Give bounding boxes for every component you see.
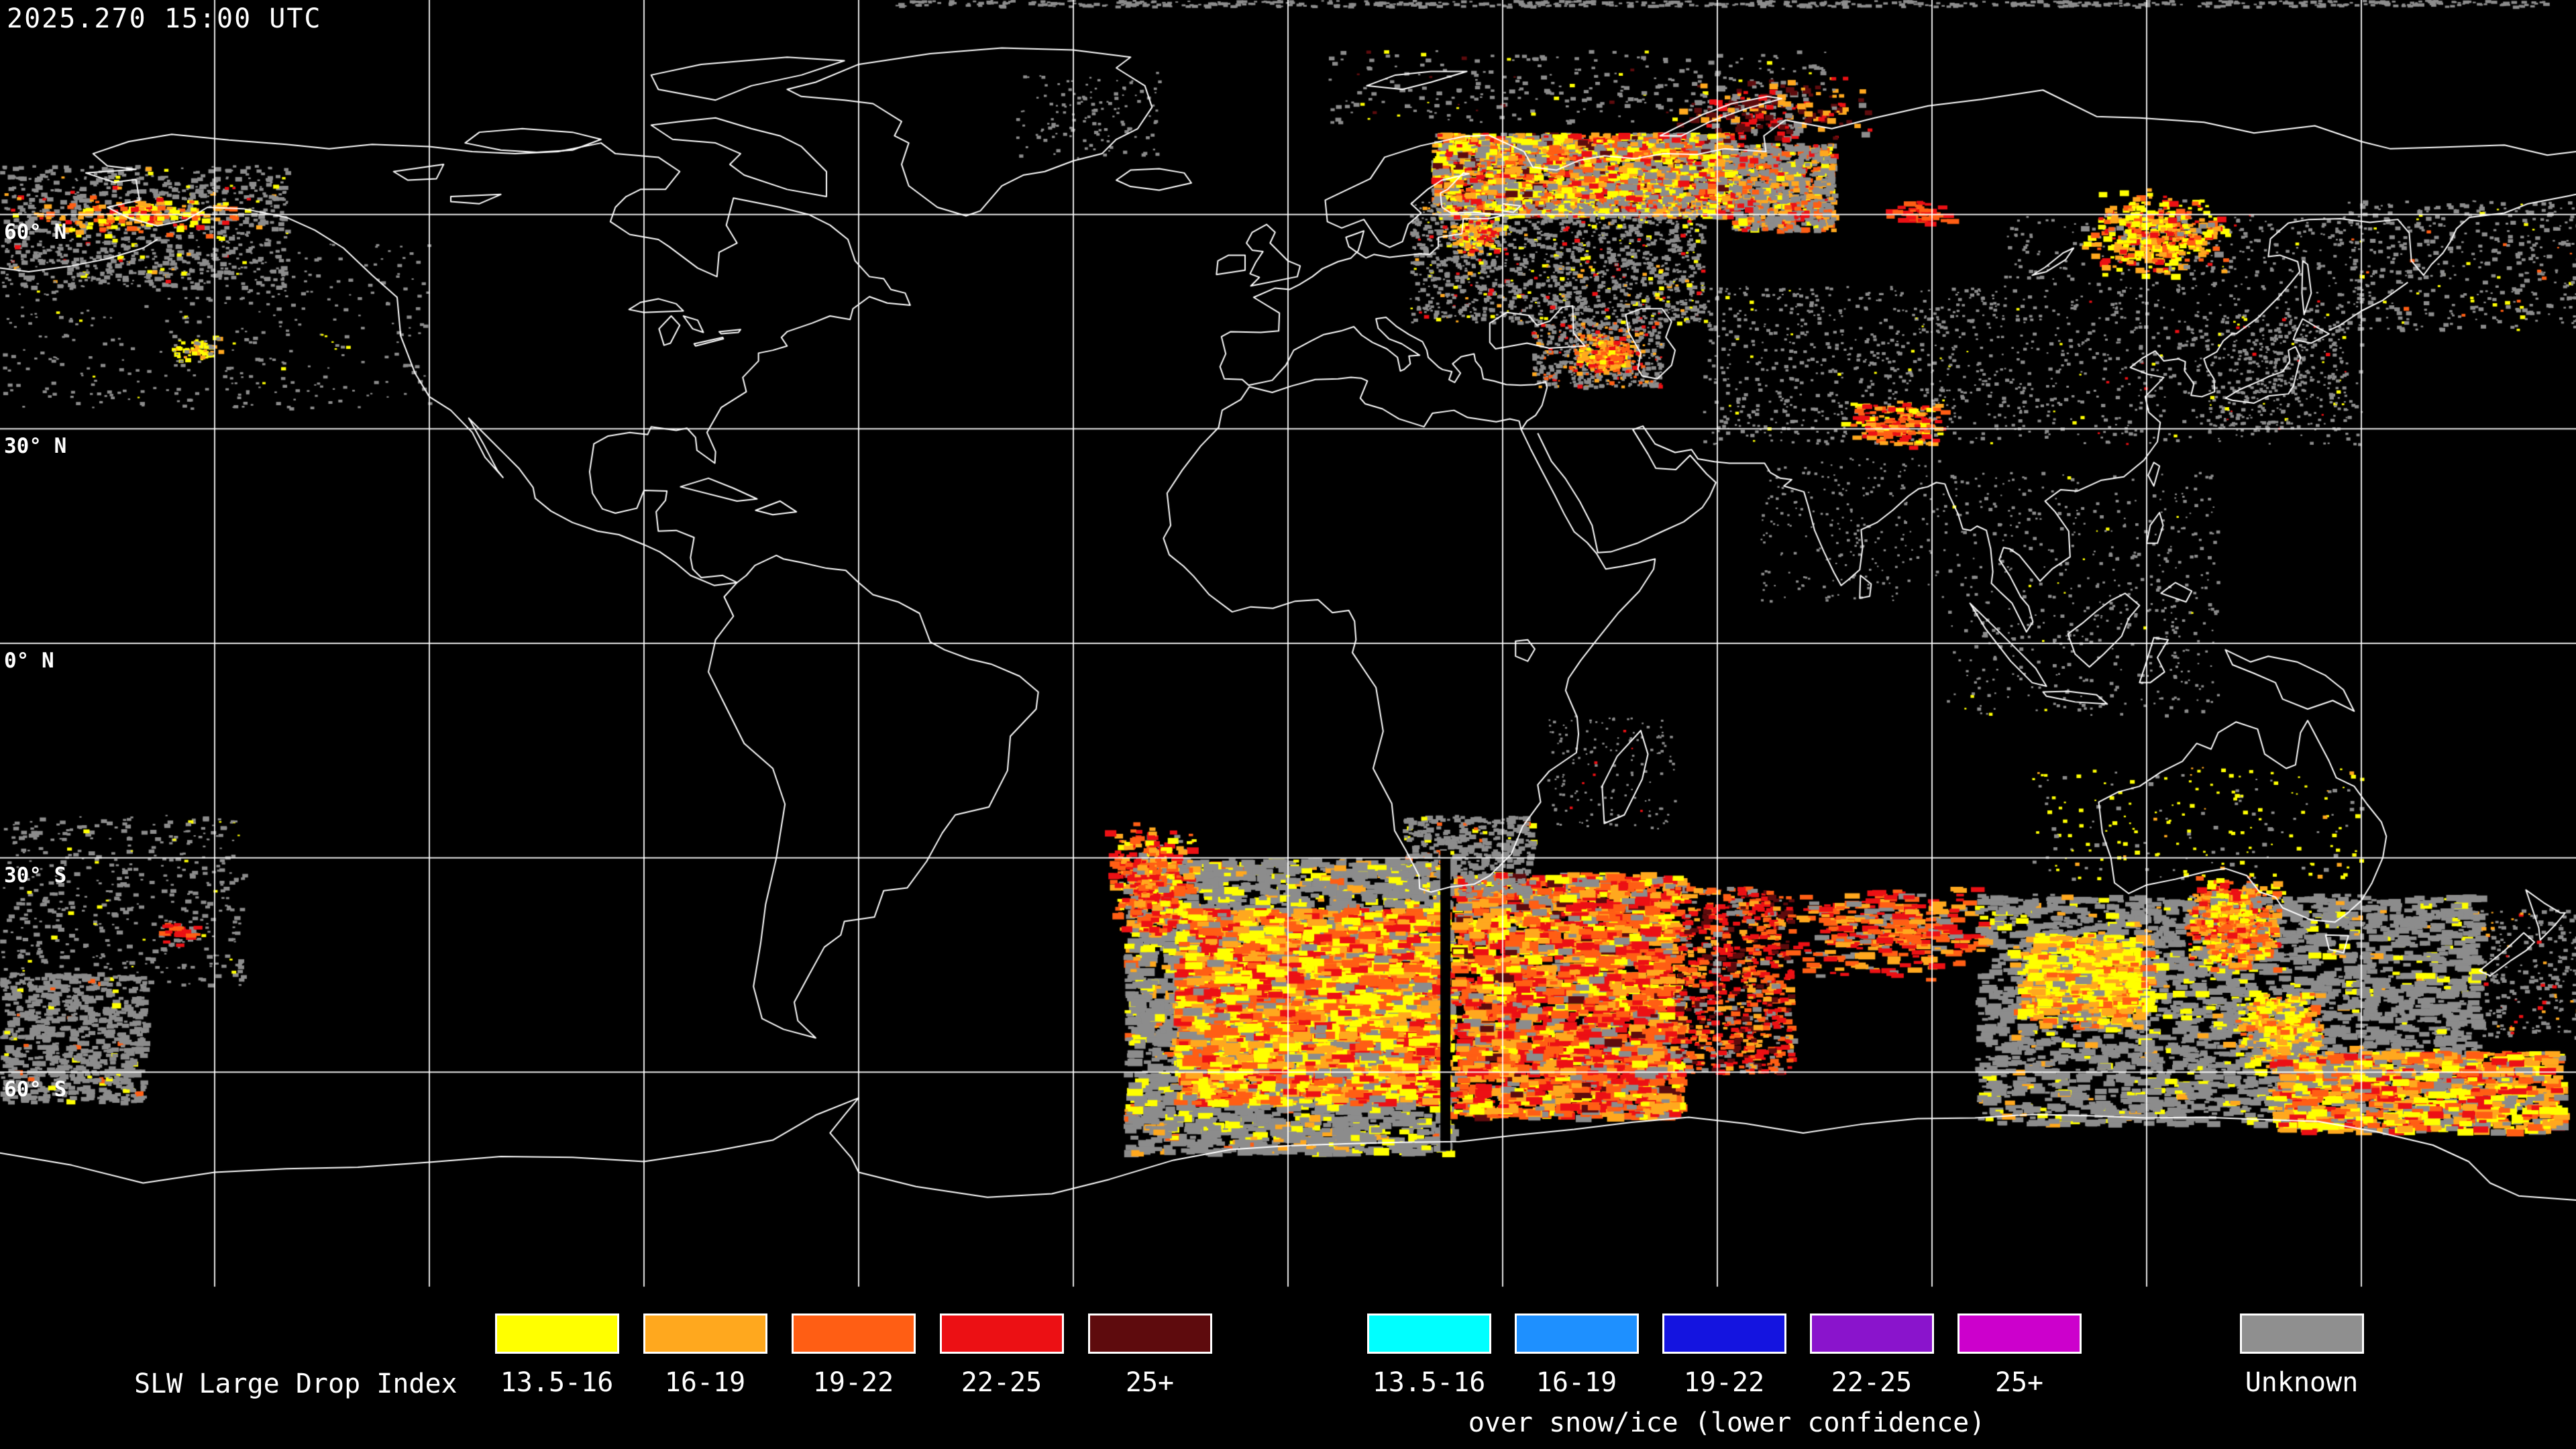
legend-swatch-unknown bbox=[2240, 1313, 2364, 1354]
legend-swatch-snow_ice-2 bbox=[1662, 1313, 1786, 1354]
legend-snow-ice-caption: over snow/ice (lower confidence) bbox=[1468, 1407, 1986, 1438]
lat-label-60: 60° N bbox=[4, 219, 67, 244]
legend-label-snow_ice-2: 19-22 bbox=[1683, 1367, 1765, 1398]
legend-label-standard-1: 16-19 bbox=[664, 1367, 746, 1398]
legend-swatch-snow_ice-3 bbox=[1810, 1313, 1934, 1354]
lat-label-m60: 60° S bbox=[4, 1077, 67, 1102]
lat-label-m30: 30° S bbox=[4, 863, 67, 888]
legend-swatch-standard-3 bbox=[940, 1313, 1064, 1354]
legend-title: SLW Large Drop Index bbox=[134, 1368, 458, 1399]
legend-swatch-snow_ice-1 bbox=[1515, 1313, 1639, 1354]
legend-swatch-snow_ice-0 bbox=[1367, 1313, 1491, 1354]
lat-label-30: 30° N bbox=[4, 434, 67, 459]
legend-label-standard-0: 13.5-16 bbox=[500, 1367, 614, 1398]
legend-swatch-snow_ice-4 bbox=[1957, 1313, 2082, 1354]
legend-label-unknown: Unknown bbox=[2245, 1367, 2359, 1398]
legend-swatch-standard-4 bbox=[1088, 1313, 1212, 1354]
legend-label-standard-2: 19-22 bbox=[812, 1367, 894, 1398]
legend-label-snow_ice-4: 25+ bbox=[1994, 1367, 2044, 1398]
timestamp: 2025.270 15:00 UTC bbox=[7, 3, 322, 34]
lat-label-0: 0° N bbox=[4, 649, 54, 673]
legend-label-snow_ice-3: 22-25 bbox=[1831, 1367, 1913, 1398]
legend-swatch-standard-2 bbox=[792, 1313, 916, 1354]
legend-label-snow_ice-1: 16-19 bbox=[1536, 1367, 1617, 1398]
legend-label-standard-4: 25+ bbox=[1125, 1367, 1175, 1398]
legend-label-snow_ice-0: 13.5-16 bbox=[1372, 1367, 1486, 1398]
legend-swatch-standard-0 bbox=[495, 1313, 619, 1354]
legend-label-standard-3: 22-25 bbox=[961, 1367, 1042, 1398]
legend-swatch-standard-1 bbox=[643, 1313, 767, 1354]
